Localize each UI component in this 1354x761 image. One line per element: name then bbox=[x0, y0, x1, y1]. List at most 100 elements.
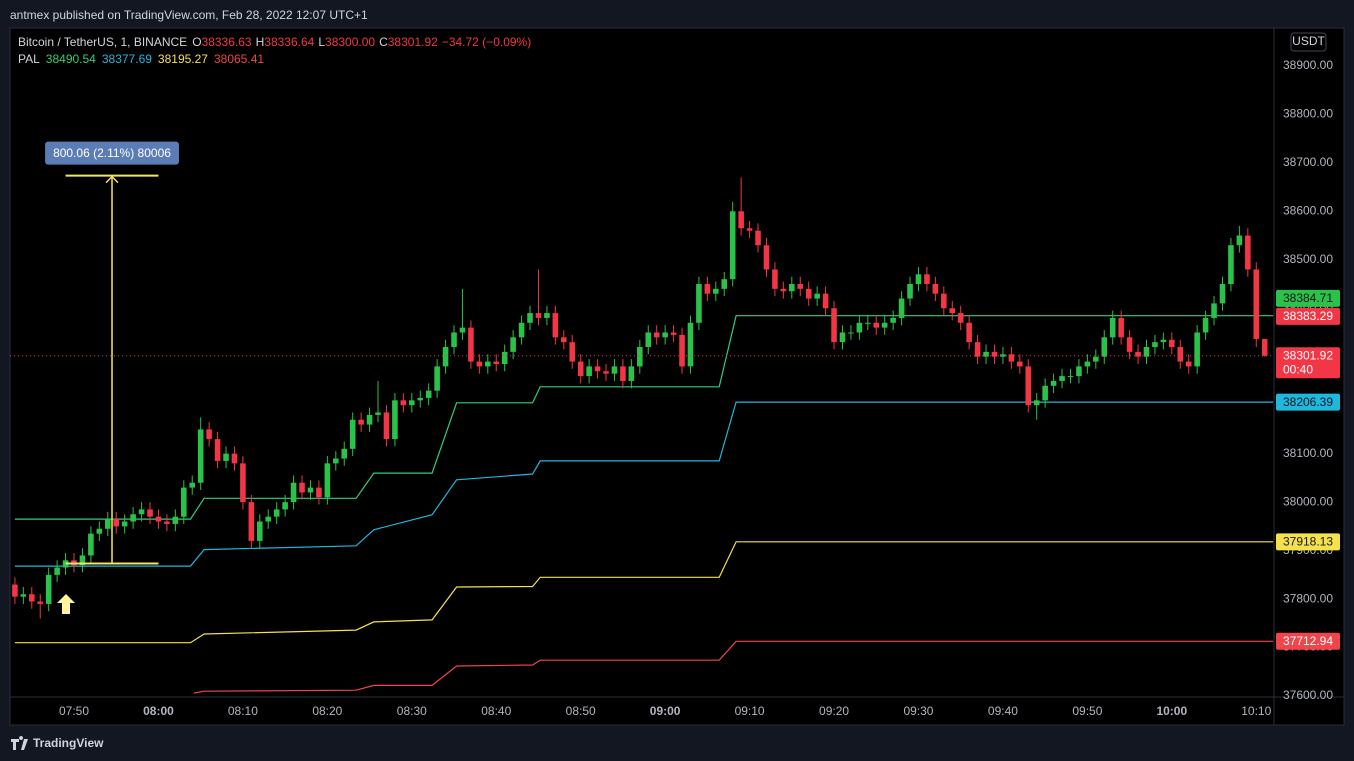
candle-body bbox=[561, 337, 567, 343]
candle-body bbox=[518, 322, 525, 338]
price-label: 37712.94 bbox=[1283, 634, 1333, 648]
candle-body bbox=[789, 284, 795, 292]
candle-body bbox=[1084, 361, 1091, 367]
measure-arrowhead bbox=[105, 175, 119, 184]
candle-body bbox=[1253, 269, 1260, 339]
candle-body bbox=[620, 366, 626, 381]
candle-body bbox=[949, 308, 956, 314]
candle-body bbox=[763, 245, 770, 270]
candle-body bbox=[181, 487, 187, 517]
publish-header: antmex published on TradingView.com, Feb… bbox=[10, 8, 368, 22]
candle-body bbox=[1101, 337, 1108, 357]
candle-body bbox=[54, 567, 60, 575]
chart-pane bbox=[9, 27, 1345, 726]
candle-body bbox=[333, 458, 339, 464]
candle-body bbox=[645, 332, 652, 348]
candle-body bbox=[1135, 351, 1141, 357]
candle-body bbox=[611, 366, 618, 374]
candle-body bbox=[569, 342, 576, 362]
candle-body bbox=[451, 332, 457, 348]
candle-body bbox=[653, 332, 660, 338]
indicator-line bbox=[14, 401, 1274, 567]
candle-body bbox=[780, 288, 787, 292]
candle-body bbox=[552, 313, 559, 338]
x-tick-label: 09:10 bbox=[735, 704, 765, 718]
candle-body bbox=[577, 361, 584, 377]
candle-body bbox=[1025, 366, 1032, 406]
candle-body bbox=[510, 337, 516, 352]
candle-body bbox=[1219, 284, 1226, 304]
candle-body bbox=[130, 514, 136, 522]
candle-body bbox=[797, 284, 804, 289]
candle-body bbox=[805, 288, 812, 299]
candle-body bbox=[147, 509, 153, 517]
candle-body bbox=[501, 351, 508, 364]
candle-body bbox=[358, 419, 364, 425]
candle-body bbox=[485, 361, 491, 367]
candle-body bbox=[755, 230, 761, 246]
ohlc-value: 38336.64 bbox=[264, 35, 314, 49]
candle-body bbox=[1059, 376, 1065, 381]
price-label: 38301.92 bbox=[1283, 348, 1333, 362]
candle-body bbox=[991, 351, 998, 357]
candle-body bbox=[113, 519, 120, 527]
candle-body bbox=[527, 313, 533, 323]
price-label: 38206.39 bbox=[1283, 395, 1333, 409]
ohlc-letter: C bbox=[379, 35, 388, 49]
candle-body bbox=[96, 528, 103, 534]
candle-body bbox=[240, 463, 246, 503]
brand-logo bbox=[11, 736, 28, 750]
candle-body bbox=[839, 332, 846, 343]
candle-body bbox=[105, 519, 111, 529]
candle-body bbox=[121, 521, 128, 527]
candle-body bbox=[890, 317, 896, 323]
candle-body bbox=[873, 322, 880, 328]
candle-body bbox=[231, 453, 238, 464]
measure-label: 800.06 (2.11%) 80006 bbox=[53, 146, 171, 160]
currency-button-label[interactable]: USDT bbox=[1292, 34, 1325, 48]
candle-body bbox=[1245, 235, 1251, 270]
candle-body bbox=[1177, 347, 1184, 362]
candle-body bbox=[679, 334, 685, 367]
y-tick-label: 38900.00 bbox=[1283, 58, 1333, 72]
candle-body bbox=[881, 322, 888, 328]
candle-body bbox=[400, 400, 407, 406]
plot-area: 800.06 (2.11%) 80006 bbox=[12, 141, 1274, 694]
candle-body bbox=[459, 327, 466, 333]
x-tick-label: 09:00 bbox=[650, 704, 681, 718]
candle-body bbox=[290, 482, 297, 503]
currency-button[interactable] bbox=[1290, 32, 1327, 52]
candle-body bbox=[865, 322, 871, 324]
x-tick-label: 07:50 bbox=[59, 704, 89, 718]
candle-body bbox=[138, 509, 145, 515]
x-tick-label: 09:50 bbox=[1072, 704, 1102, 718]
indicator-value: 38195.27 bbox=[158, 52, 208, 66]
candle-body bbox=[1202, 317, 1209, 333]
y-tick-label: 37600.00 bbox=[1283, 688, 1333, 702]
candle-body bbox=[282, 502, 288, 510]
x-tick-label: 10:00 bbox=[1156, 704, 1187, 718]
x-tick-label: 08:50 bbox=[566, 704, 596, 718]
y-tick-label: 38700.00 bbox=[1283, 155, 1333, 169]
candle-body bbox=[1017, 361, 1023, 367]
candle-body bbox=[535, 313, 542, 318]
brand-name: TradingView bbox=[33, 736, 104, 750]
candle-body bbox=[248, 502, 255, 541]
candle-body bbox=[915, 274, 922, 285]
candle-body bbox=[1160, 339, 1167, 343]
candle-body bbox=[831, 308, 837, 343]
x-tick-label: 08:30 bbox=[397, 704, 427, 718]
indicator-value: 38490.54 bbox=[46, 52, 96, 66]
candle-body bbox=[324, 463, 331, 498]
y-tick-label: 38600.00 bbox=[1283, 203, 1333, 217]
candle-body bbox=[1185, 361, 1192, 367]
candle-body bbox=[417, 397, 424, 401]
candle-body bbox=[814, 293, 820, 299]
candle-body bbox=[1050, 380, 1057, 386]
y-tick-label: 37800.00 bbox=[1283, 591, 1333, 605]
candle-body bbox=[409, 400, 415, 406]
price-label-box bbox=[1276, 533, 1340, 551]
candle-body bbox=[45, 574, 52, 604]
candle-body bbox=[544, 313, 550, 318]
candle-body bbox=[366, 414, 373, 425]
